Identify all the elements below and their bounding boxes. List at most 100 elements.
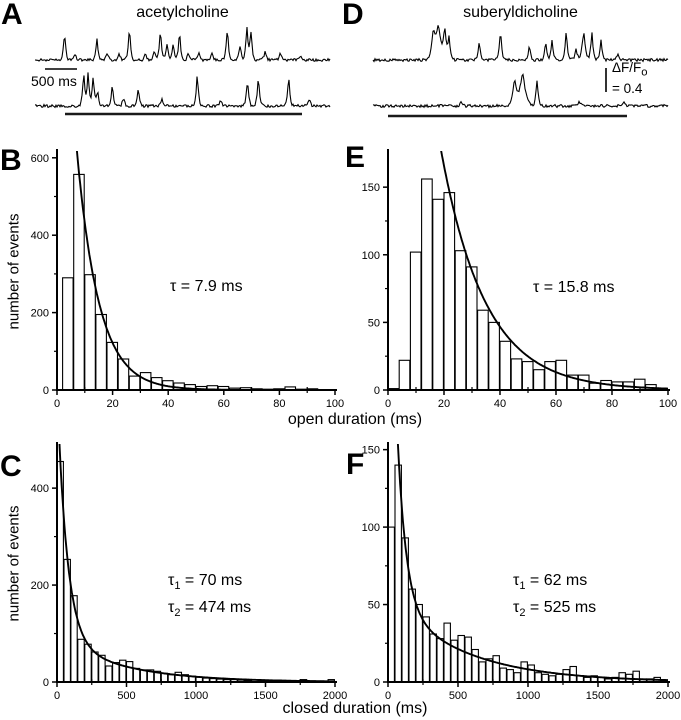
panel-letter-D: D bbox=[342, 0, 364, 31]
tau-annotation-line: τ = 7.9 ms bbox=[170, 278, 243, 295]
panel-A-title: acetylcholine bbox=[136, 4, 229, 21]
fluorescence-trace bbox=[372, 73, 669, 109]
y-ticks: 0 200 400 bbox=[31, 483, 57, 689]
x-tick-label: 100 bbox=[659, 398, 677, 410]
histogram-bar bbox=[632, 670, 640, 683]
panel-A-traces bbox=[34, 27, 331, 116]
histogram-bar bbox=[457, 634, 465, 683]
time-scalebar-label: 500 ms bbox=[31, 73, 77, 89]
y-axis-label-open: number of events bbox=[5, 213, 23, 330]
histogram-bar bbox=[77, 638, 85, 683]
histogram-bar bbox=[167, 674, 176, 683]
histogram-open-acetylcholine: 0 200 400 600 0 20 40 60 80 100 bbox=[31, 149, 344, 410]
y-tick-label: 200 bbox=[31, 580, 49, 592]
histogram-bar bbox=[398, 359, 411, 391]
x-tick-label: 500 bbox=[117, 690, 135, 702]
df-scalebar-label: ΔF/Fo = 0.4 bbox=[612, 60, 648, 96]
exponential-fit-curve bbox=[58, 444, 336, 683]
histogram-bar bbox=[443, 192, 456, 391]
histogram-bar bbox=[125, 661, 134, 683]
histogram-bar bbox=[443, 622, 451, 683]
histogram-bar bbox=[533, 369, 545, 391]
x-tick-label: 0 bbox=[385, 398, 391, 410]
fluorescence-trace bbox=[372, 25, 669, 63]
x-axis-label-open: open duration (ms) bbox=[287, 411, 423, 428]
histogram-bar bbox=[429, 633, 437, 683]
y-tick-label: 150 bbox=[362, 445, 380, 457]
histogram-bar bbox=[499, 340, 512, 391]
y-tick-label: 400 bbox=[31, 230, 49, 242]
tau-annotation-line: τ2 = 474 ms bbox=[168, 599, 252, 620]
histogram-bar bbox=[520, 661, 528, 683]
x-tick-label: 1000 bbox=[184, 690, 208, 702]
tau-annotation-F: τ1 = 62 ms τ2 = 525 ms bbox=[513, 570, 596, 624]
exponential-fit-curve bbox=[75, 151, 335, 391]
histogram-bar bbox=[408, 588, 416, 683]
histogram-bar bbox=[432, 198, 444, 391]
histogram-closed-acetylcholine: 0 200 400 0 500 1000 1500 2000 bbox=[31, 442, 347, 702]
x-tick-label: 0 bbox=[385, 690, 391, 702]
histogram-bar bbox=[534, 672, 542, 683]
histogram-bar bbox=[521, 361, 534, 391]
y-tick-label: 0 bbox=[374, 677, 380, 689]
x-ticks: 0 20 40 60 80 100 bbox=[54, 387, 344, 410]
histogram-bar bbox=[506, 669, 514, 683]
x-tick-label: 1500 bbox=[586, 690, 610, 702]
tau-annotation-B: τ = 7.9 ms bbox=[170, 276, 243, 297]
histogram-bar bbox=[488, 321, 500, 391]
histogram-bar bbox=[84, 643, 92, 683]
x-ticks: 0 500 1000 1500 2000 bbox=[54, 679, 347, 702]
histogram-bar bbox=[478, 661, 486, 683]
y-tick-label: 0 bbox=[374, 385, 380, 397]
histogram-bar bbox=[105, 665, 113, 683]
histogram-bar bbox=[562, 669, 570, 683]
histogram-bar bbox=[132, 667, 141, 683]
histogram-bar bbox=[464, 636, 472, 683]
y-tick-label: 600 bbox=[31, 153, 49, 165]
histogram-bar bbox=[544, 361, 556, 391]
tau-annotation-line: τ1 = 62 ms bbox=[513, 572, 588, 593]
x-tick-label: 40 bbox=[494, 398, 506, 410]
histogram-open-suberyldicholine: 0 50 100 150 0 20 40 60 80 100 bbox=[362, 149, 677, 410]
tau-annotation-line: τ2 = 525 ms bbox=[513, 599, 597, 620]
fluorescence-trace bbox=[34, 27, 331, 63]
y-tick-label: 50 bbox=[368, 600, 380, 612]
histogram-bar bbox=[117, 358, 130, 391]
x-tick-label: 1500 bbox=[253, 690, 277, 702]
x-tick-label: 20 bbox=[106, 398, 118, 410]
panel-letter-B: B bbox=[0, 144, 22, 177]
x-tick-label: 100 bbox=[326, 398, 344, 410]
y-tick-label: 400 bbox=[31, 483, 49, 495]
x-tick-label: 40 bbox=[162, 398, 174, 410]
histogram-bar bbox=[492, 655, 500, 683]
y-tick-label: 100 bbox=[362, 250, 380, 262]
histogram-bar bbox=[527, 664, 535, 683]
x-tick-label: 0 bbox=[54, 690, 60, 702]
histogram-bar bbox=[62, 277, 74, 391]
histogram-bar bbox=[421, 178, 433, 391]
y-tick-label: 200 bbox=[31, 308, 49, 320]
x-tick-label: 2000 bbox=[656, 690, 680, 702]
y-axis-label-closed: number of events bbox=[5, 505, 23, 622]
y-tick-label: 0 bbox=[43, 385, 49, 397]
tau-annotation-C: τ1 = 70 ms τ2 = 474 ms bbox=[168, 570, 251, 624]
histogram-bar bbox=[128, 375, 141, 391]
exponential-fit-curve bbox=[396, 444, 668, 682]
x-ticks: 0 20 40 60 80 100 bbox=[385, 387, 677, 410]
histogram-bar bbox=[465, 266, 478, 391]
panel-letter-F: F bbox=[346, 448, 365, 481]
y-tick-label: 50 bbox=[368, 317, 380, 329]
x-tick-label: 500 bbox=[449, 690, 467, 702]
tau-annotation-line: τ = 15.8 ms bbox=[533, 279, 615, 296]
df-scalebar-line1: ΔF/Fo bbox=[612, 60, 648, 79]
y-ticks: 0 50 100 150 bbox=[362, 182, 388, 397]
histogram-bar bbox=[477, 309, 489, 391]
histogram-bar bbox=[499, 667, 507, 683]
x-tick-label: 1000 bbox=[516, 690, 540, 702]
x-axis-label-closed: closed duration (ms) bbox=[282, 700, 428, 717]
tau-annotation-E: τ = 15.8 ms bbox=[533, 277, 614, 298]
histogram-bar bbox=[84, 274, 96, 391]
histogram-bars bbox=[387, 178, 657, 391]
